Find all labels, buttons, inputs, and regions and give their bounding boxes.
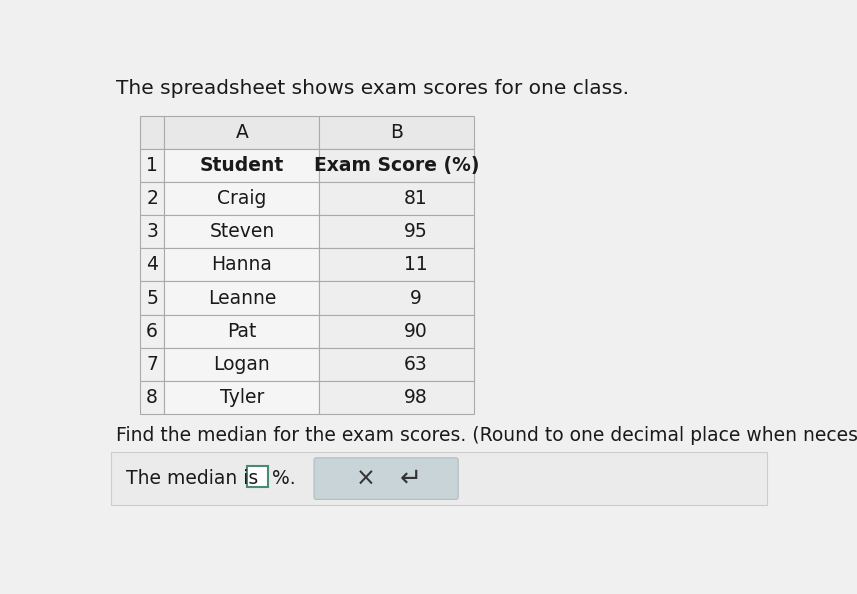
Text: A: A [236,123,249,142]
Text: Exam Score (%): Exam Score (%) [315,156,480,175]
Bar [247,466,268,487]
Bar [111,453,767,505]
Text: Hanna: Hanna [212,255,273,274]
Text: The median is: The median is [127,469,259,488]
Bar [320,282,475,315]
Bar [320,347,475,381]
Bar [320,149,475,182]
Bar [320,182,475,215]
Bar [165,116,320,149]
Text: 4: 4 [146,255,158,274]
Text: Craig: Craig [218,189,267,208]
Bar [140,381,165,414]
Bar [316,460,456,497]
Bar [320,215,475,248]
Text: 7: 7 [147,355,158,374]
Text: Tyler: Tyler [219,388,264,407]
Bar [140,248,165,282]
Bar [165,347,320,381]
Bar [165,215,320,248]
Bar [165,381,320,414]
Bar [140,315,165,347]
Bar [320,116,475,149]
Bar [165,315,320,347]
Bar [165,248,320,282]
Text: B: B [391,123,404,142]
Bar [140,116,165,149]
Text: Steven: Steven [209,222,274,241]
Text: 11: 11 [404,255,428,274]
Text: 63: 63 [404,355,428,374]
Text: 2: 2 [147,189,158,208]
Bar [165,149,320,182]
Bar [320,381,475,414]
Text: 81: 81 [404,189,428,208]
Text: ↵: ↵ [400,466,423,492]
Bar [165,182,320,215]
Text: Logan: Logan [213,355,270,374]
Text: 95: 95 [404,222,428,241]
Text: 98: 98 [404,388,428,407]
Text: The spreadsheet shows exam scores for one class.: The spreadsheet shows exam scores for on… [117,79,629,98]
Bar [165,282,320,315]
Text: Leanne: Leanne [207,289,276,308]
Text: 5: 5 [147,289,158,308]
Text: 1: 1 [147,156,158,175]
Bar [320,248,475,282]
Bar [140,282,165,315]
Text: Student: Student [200,156,285,175]
Text: 6: 6 [147,322,158,340]
Text: %.: %. [273,469,296,488]
Bar [140,347,165,381]
Bar [320,315,475,347]
Bar [140,182,165,215]
FancyBboxPatch shape [314,458,458,500]
Text: Pat: Pat [227,322,256,340]
Text: 90: 90 [404,322,428,340]
Text: 3: 3 [147,222,158,241]
Text: ×: × [356,467,375,491]
Bar [140,149,165,182]
Text: 9: 9 [410,289,422,308]
Bar [140,215,165,248]
Text: Find the median for the exam scores. (Round to one decimal place when necessary.: Find the median for the exam scores. (Ro… [117,426,857,445]
Text: 8: 8 [147,388,158,407]
